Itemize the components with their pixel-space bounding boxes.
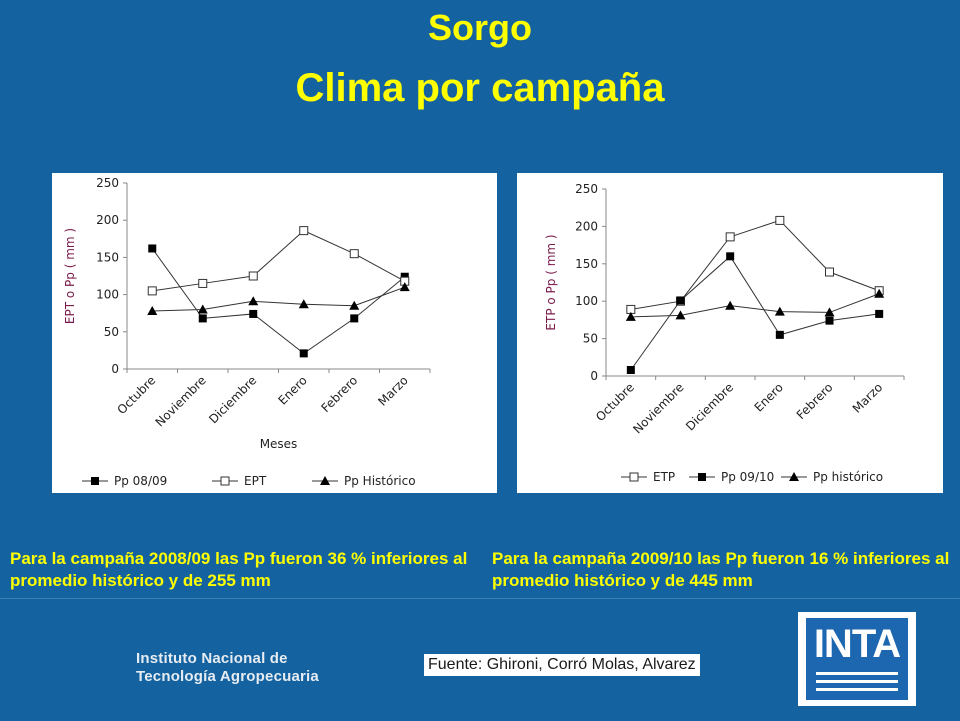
data-point xyxy=(775,330,784,339)
data-point xyxy=(399,282,410,292)
slide-subtitle: Clima por campaña xyxy=(295,66,665,110)
data-point xyxy=(249,309,258,318)
caption-2008-09: Para la campaña 2008/09 las Pp fueron 36… xyxy=(10,549,468,590)
data-point xyxy=(350,314,359,323)
chart-2009-10: 0 50 100 150 200 250 Octubre Noviembre Diciembre… xyxy=(517,173,943,493)
y-tick-label: 50 xyxy=(104,325,119,339)
legend-marker xyxy=(220,476,230,486)
legend-label: Pp Histórico xyxy=(344,474,416,488)
data-point xyxy=(825,316,834,325)
y-tick-label: 0 xyxy=(590,369,598,383)
institution-line-2: Tecnología Agropecuaria xyxy=(136,668,319,685)
x-tick-label: Enero xyxy=(276,373,310,407)
y-axis-label: EPT o Pp ( mm ) xyxy=(63,228,77,324)
logo-stripe xyxy=(816,688,898,691)
data-point xyxy=(626,366,635,375)
data-point xyxy=(875,309,884,318)
x-tick-label: Diciembre xyxy=(206,373,259,426)
data-point xyxy=(675,310,686,320)
data-point xyxy=(299,349,308,358)
y-tick-label: 100 xyxy=(575,294,598,308)
data-point xyxy=(248,271,258,281)
x-tick-label: Octubre xyxy=(115,373,159,417)
series-line xyxy=(151,248,406,354)
y-tick-label: 250 xyxy=(96,176,119,190)
y-tick-label: 200 xyxy=(575,219,598,233)
chart-2009-10-plot: 0 50 100 150 200 250 OctubreNoviembreDiciembre… xyxy=(544,182,905,484)
data-point xyxy=(147,305,158,315)
legend-marker xyxy=(629,472,639,482)
legend-marker xyxy=(698,473,706,481)
data-point xyxy=(825,267,834,277)
legend-label: Pp histórico xyxy=(813,470,883,484)
x-tick-label: Marzo xyxy=(850,380,886,416)
x-tick-label: Diciembre xyxy=(683,380,736,433)
x-tick-label: Febrero xyxy=(794,380,836,422)
logo-stripe xyxy=(816,672,898,675)
x-tick-label: Enero xyxy=(752,380,786,414)
data-point xyxy=(824,307,835,317)
data-point xyxy=(676,296,685,305)
data-point xyxy=(625,311,636,321)
y-tick-label: 150 xyxy=(96,250,119,264)
x-tick-label: Noviembre xyxy=(630,380,686,436)
data-point xyxy=(725,232,735,242)
series-line xyxy=(630,219,880,310)
legend-label: EPT xyxy=(244,474,267,488)
data-point xyxy=(198,278,208,288)
chart-2008-09: 0 50 100 150 200 250 Octubre Noviembre Diciembre… xyxy=(52,173,497,493)
data-point xyxy=(874,288,885,298)
institution-line-1: Instituto Nacional de xyxy=(136,650,288,667)
inta-logo-text: INTA xyxy=(813,622,901,666)
data-point xyxy=(349,300,360,310)
legend-marker xyxy=(789,472,799,481)
y-tick-label: 200 xyxy=(96,213,119,227)
y-tick-label: 0 xyxy=(111,362,119,376)
series-line xyxy=(152,286,405,312)
source-credit: Fuente: Ghironi, Corró Molas, Alvarez xyxy=(424,654,700,676)
y-tick-label: 250 xyxy=(575,182,598,196)
institution-name: Instituto Nacional de Tecnología Agropec… xyxy=(136,650,319,686)
data-point xyxy=(726,252,735,261)
y-tick-label: 50 xyxy=(583,332,598,346)
slide-title: Sorgo xyxy=(428,7,532,48)
data-point xyxy=(148,244,157,253)
legend-label: Pp 09/10 xyxy=(721,470,774,484)
chart-2008-09-plot: 0 50 100 150 200 250 OctubreNoviembreDiciembre… xyxy=(63,176,431,488)
data-point xyxy=(775,215,785,225)
data-point xyxy=(197,304,208,314)
inta-logo-badge: INTA xyxy=(806,618,908,700)
x-tick-label: Marzo xyxy=(375,373,411,409)
series-line xyxy=(630,255,880,371)
legend-marker xyxy=(320,476,330,485)
x-tick-label: Noviembre xyxy=(153,373,209,429)
series-line xyxy=(630,293,880,318)
x-tick-label: Febrero xyxy=(318,373,360,415)
x-axis-label: Meses xyxy=(260,437,298,451)
legend-label: Pp 08/09 xyxy=(114,474,167,488)
data-point xyxy=(299,226,309,236)
legend-marker xyxy=(91,477,99,485)
x-tick-label: Octubre xyxy=(593,380,637,424)
y-tick-label: 150 xyxy=(575,257,598,271)
logo-stripe xyxy=(816,680,898,683)
data-point xyxy=(147,286,157,296)
data-point xyxy=(774,306,785,316)
data-point xyxy=(248,296,259,306)
series-line xyxy=(152,230,405,292)
legend-label: ETP xyxy=(653,470,675,484)
y-axis-label: ETP o Pp ( mm ) xyxy=(544,234,558,330)
y-tick-label: 100 xyxy=(96,288,119,302)
data-point xyxy=(298,299,309,309)
inta-logo: INTA xyxy=(798,612,916,706)
data-point xyxy=(349,249,359,259)
data-point xyxy=(198,314,207,323)
caption-2009-10: Para la campaña 2009/10 las Pp fueron 16… xyxy=(492,549,950,590)
data-point xyxy=(725,300,736,310)
